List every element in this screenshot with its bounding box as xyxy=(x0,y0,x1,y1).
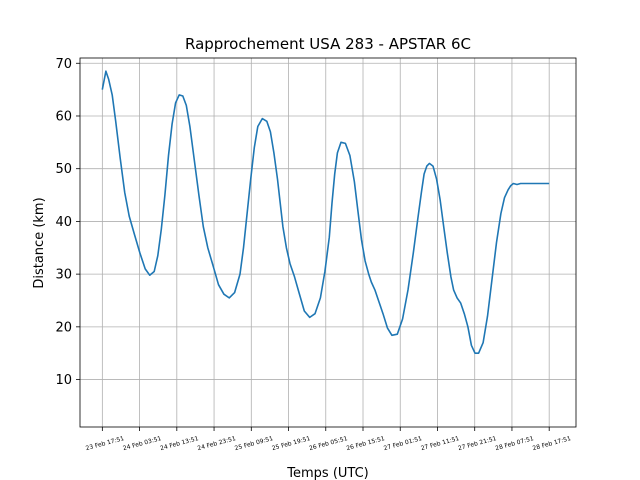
series-line-0 xyxy=(101,70,550,355)
x-tick-label: 25 Feb 09:51 xyxy=(234,435,274,452)
x-tick-label: 28 Feb 07:51 xyxy=(495,435,535,452)
y-tick-label: 50 xyxy=(55,162,72,177)
x-tick-label: 27 Feb 11:51 xyxy=(420,435,460,452)
x-tick-label: 28 Feb 17:51 xyxy=(532,435,572,452)
grid-lines xyxy=(80,58,576,427)
y-tick-label: 20 xyxy=(55,320,72,335)
y-tick-label: 60 xyxy=(55,109,72,124)
x-tick-label: 26 Feb 05:51 xyxy=(308,435,348,452)
y-tick-label: 30 xyxy=(55,268,72,283)
series-layer xyxy=(101,70,550,355)
y-axis-label: Distance (km) xyxy=(32,197,47,288)
y-tick-label: 40 xyxy=(55,215,72,230)
x-tick-label: 25 Feb 19:51 xyxy=(271,435,311,452)
y-tick-label: 10 xyxy=(55,373,72,388)
x-tick-label: 24 Feb 03:51 xyxy=(122,435,162,452)
x-tick-label: 24 Feb 23:51 xyxy=(197,435,237,452)
x-tick-label: 27 Feb 01:51 xyxy=(383,435,423,452)
x-tick-label: 23 Feb 17:51 xyxy=(85,435,125,452)
x-tick-label: 24 Feb 13:51 xyxy=(159,435,199,452)
plot-frame xyxy=(79,57,577,428)
y-axis-ticks: 10 20 30 40 50 60 70 xyxy=(55,57,80,388)
chart-title: Rapprochement USA 283 - APSTAR 6C xyxy=(185,35,471,53)
x-tick-label: 26 Feb 15:51 xyxy=(346,435,386,452)
x-tick-label: 27 Feb 21:51 xyxy=(457,435,497,452)
y-tick-label: 70 xyxy=(55,57,72,72)
x-axis-label: Temps (UTC) xyxy=(286,466,368,480)
